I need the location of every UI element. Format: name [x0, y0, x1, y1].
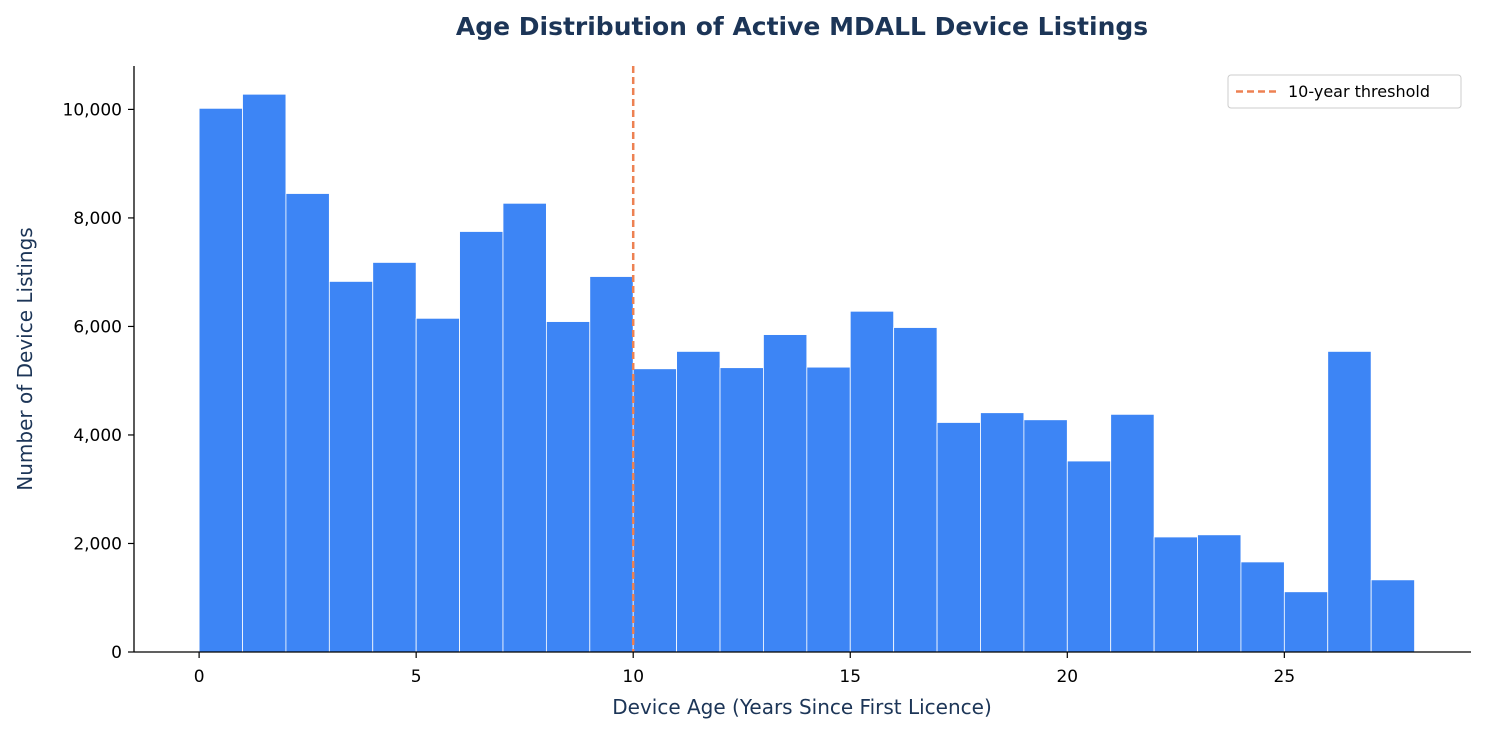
histogram-bar — [1153, 536, 1198, 653]
histogram-bar — [545, 321, 591, 653]
histogram-bar — [372, 262, 417, 653]
x-tick-label: 20 — [1056, 667, 1078, 687]
histogram-bar — [763, 334, 808, 653]
x-tick-label: 25 — [1274, 667, 1296, 687]
y-tick-label: 4,000 — [73, 426, 122, 446]
histogram-bar — [719, 367, 764, 653]
histogram-bar — [676, 351, 721, 653]
histogram-bar — [502, 202, 547, 653]
histogram-bar — [849, 310, 895, 653]
x-tick-label: 10 — [622, 667, 644, 687]
histogram-bar — [936, 422, 981, 653]
legend: 10-year threshold — [1227, 74, 1462, 109]
histogram-bar — [285, 193, 330, 653]
bars-group — [198, 93, 1415, 653]
histogram-bar — [1240, 561, 1285, 653]
legend-label-threshold: 10-year threshold — [1288, 82, 1430, 101]
y-axis-label: Number of Device Listings — [13, 227, 37, 490]
y-tick-label: 8,000 — [73, 209, 122, 229]
histogram-bar — [806, 366, 851, 653]
histogram-bar — [459, 231, 504, 653]
histogram-bar — [1283, 591, 1329, 653]
x-tick-label: 5 — [411, 667, 422, 687]
x-tick-label: 15 — [839, 667, 861, 687]
histogram-bar — [242, 93, 287, 653]
histogram-bar — [1370, 579, 1415, 653]
histogram-bar — [328, 281, 374, 653]
histogram-bar — [893, 327, 938, 653]
y-tick-label: 2,000 — [73, 534, 122, 554]
axes-group: 0 5 10 15 20 25 0 2,000 4,000 6,000 8,000 10,000 — [63, 66, 1471, 687]
histogram-bar — [415, 317, 460, 653]
y-tick-label: 10,000 — [63, 100, 122, 120]
histogram-bar — [1327, 351, 1372, 653]
histogram-bar — [1066, 460, 1112, 653]
histogram-bar — [980, 412, 1025, 653]
histogram-bar — [632, 368, 678, 653]
histogram-bar — [198, 107, 243, 653]
chart-title: Age Distribution of Active MDALL Device … — [456, 12, 1148, 41]
x-tick-label: 0 — [194, 667, 205, 687]
histogram-bar — [589, 276, 634, 653]
legend-frame — [1227, 74, 1462, 109]
y-tick-label: 6,000 — [73, 317, 122, 337]
histogram-bar — [1197, 534, 1242, 653]
histogram-bar — [1023, 419, 1068, 653]
x-axis-label: Device Age (Years Since First Licence) — [612, 695, 992, 719]
histogram-bar — [1110, 413, 1155, 653]
y-tick-label: 0 — [111, 643, 122, 663]
